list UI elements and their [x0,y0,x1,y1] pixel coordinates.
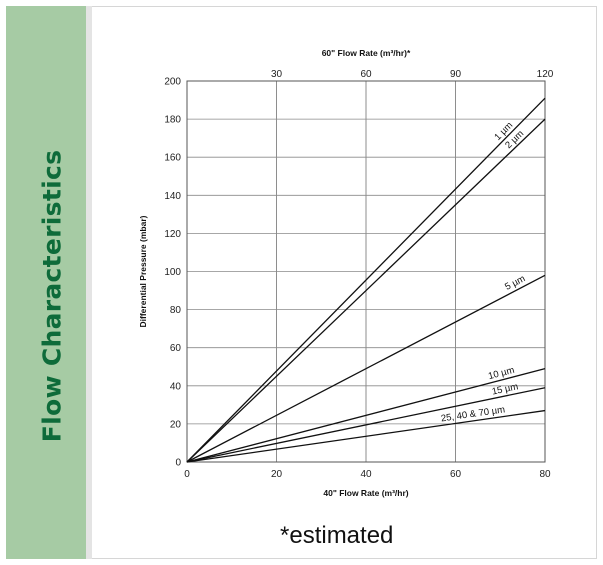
y-tick-label: 160 [164,153,181,164]
sidebar-divider [86,6,92,559]
y-axis-ticks: 0 20 40 60 80 100 120 140 160 180 200 [164,77,181,469]
x-tick-label: 60 [450,469,462,480]
series-label: 5 µm [503,273,527,293]
plot-area-border [186,80,546,463]
y-tick-label: 60 [170,343,182,354]
x-tick-label: 20 [271,469,283,480]
series-lines [186,97,546,463]
y-tick-label: 120 [164,229,181,240]
top-tick-label: 60 [360,69,372,80]
y-tick-label: 100 [164,267,181,278]
chart-grid [186,80,546,463]
y-tick-label: 140 [164,191,181,202]
top-axis-title: 60" Flow Rate (m³/hr)* [322,48,411,58]
x-axis-ticks: 0 20 40 60 80 [184,469,551,480]
y-axis-title: Differential Pressure (mbar) [138,215,148,327]
y-tick-label: 40 [170,381,182,392]
top-axis-ticks: 30 60 90 120 [271,69,554,80]
series-line [186,274,546,463]
series-line [186,409,546,463]
top-tick-label: 90 [450,69,462,80]
series-line [186,97,546,463]
y-tick-label: 180 [164,115,181,126]
top-tick-label: 30 [271,69,283,80]
series-label: 15 µm [491,381,519,397]
series-line [186,118,546,463]
y-tick-label: 20 [170,419,182,430]
x-tick-label: 0 [184,469,190,480]
x-tick-label: 40 [360,469,372,480]
y-tick-label: 200 [164,77,181,88]
series-line [186,387,546,463]
x-axis-title: 40" Flow Rate (m³/hr) [323,488,408,498]
series-line [186,368,546,463]
page-frame [6,6,597,559]
y-tick-label: 80 [170,305,182,316]
x-tick-label: 80 [539,469,551,480]
top-tick-label: 120 [537,69,554,80]
y-tick-label: 0 [175,458,181,469]
footnote: *estimated [280,522,394,549]
sidebar: Flow Characteristics [6,6,86,559]
plot-border [186,80,546,463]
